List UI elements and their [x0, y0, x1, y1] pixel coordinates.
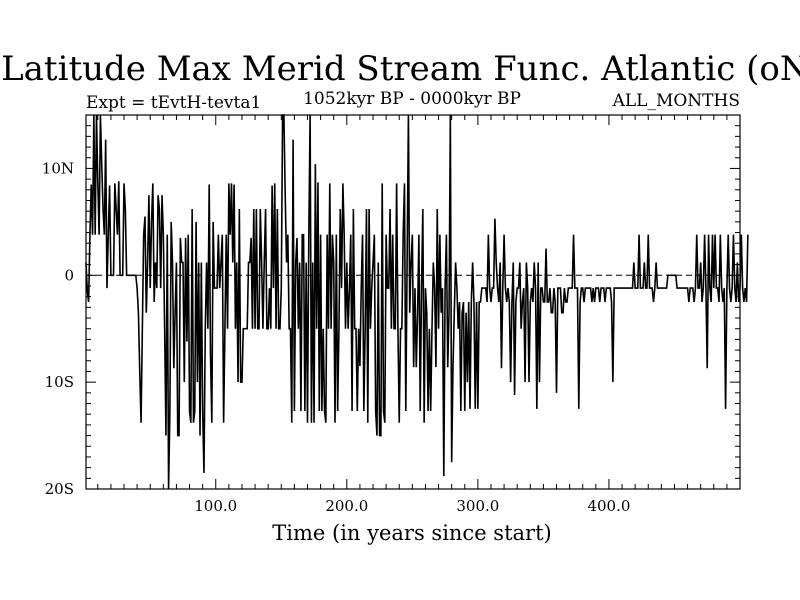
chart-title: Latitude Max Merid Stream Func. Atlantic… [1, 49, 800, 89]
y-tick-label: 10N [42, 159, 74, 177]
plot-area [85, 114, 749, 490]
y-tick-label: 10S [45, 373, 74, 391]
x-tick-label: 300.0 [456, 497, 499, 515]
plot-frame [85, 114, 741, 490]
x-axis-label: Time (in years since start) [272, 521, 551, 545]
y-tick-label: 20S [45, 480, 74, 498]
x-tick-label: 100.0 [194, 497, 237, 515]
y-tick-label: 0 [64, 266, 74, 284]
series-line-0 [85, 114, 749, 490]
x-tick-label: 200.0 [325, 497, 368, 515]
experiment-label: Expt = tEvtH-tevta1 [86, 93, 261, 113]
months-label: ALL_MONTHS [612, 91, 740, 111]
x-axis: 100.0 200.0 300.0 400.0 [97, 115, 728, 515]
x-tick-label: 400.0 [587, 497, 630, 515]
time-range-label: 1052kyr BP - 0000kyr BP [303, 89, 521, 109]
y-axis: 10N 0 10S 20S [42, 114, 740, 498]
